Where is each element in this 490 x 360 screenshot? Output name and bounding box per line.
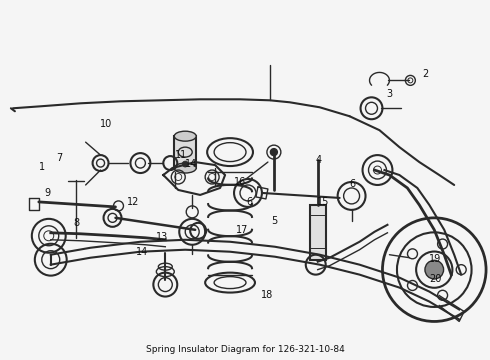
- Ellipse shape: [174, 131, 196, 141]
- Text: 7: 7: [56, 153, 63, 163]
- Text: 15: 15: [317, 197, 329, 207]
- Text: Spring Insulator Diagram for 126-321-10-84: Spring Insulator Diagram for 126-321-10-…: [146, 345, 344, 354]
- Text: 13: 13: [156, 232, 168, 242]
- Text: 14: 14: [136, 247, 148, 257]
- Text: 16: 16: [234, 177, 246, 187]
- Text: 6: 6: [349, 179, 355, 189]
- Text: 18: 18: [261, 290, 273, 300]
- Text: 8: 8: [74, 218, 80, 228]
- Bar: [310, 205, 326, 260]
- Text: 9: 9: [44, 188, 50, 198]
- Text: 14: 14: [185, 159, 197, 169]
- Text: 17: 17: [236, 225, 249, 235]
- Bar: [174, 136, 196, 168]
- Circle shape: [182, 161, 188, 167]
- Text: 1: 1: [39, 162, 46, 172]
- Text: 11: 11: [175, 150, 188, 160]
- Text: 12: 12: [126, 197, 139, 207]
- Text: 3: 3: [386, 89, 392, 99]
- Text: 5: 5: [271, 216, 277, 226]
- Text: 19: 19: [429, 254, 441, 264]
- Circle shape: [270, 149, 277, 156]
- Text: 10: 10: [100, 120, 112, 129]
- Text: 20: 20: [429, 274, 441, 284]
- Text: 4: 4: [315, 155, 321, 165]
- Ellipse shape: [174, 163, 196, 173]
- Circle shape: [425, 260, 443, 279]
- Text: 2: 2: [422, 69, 429, 79]
- Text: 6: 6: [247, 197, 253, 207]
